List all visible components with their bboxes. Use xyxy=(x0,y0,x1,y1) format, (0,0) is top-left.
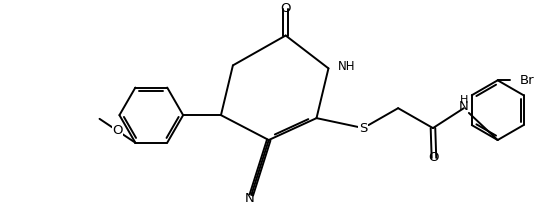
Text: O: O xyxy=(112,124,123,137)
Text: S: S xyxy=(359,122,368,135)
Text: N: N xyxy=(459,100,468,113)
Text: N: N xyxy=(245,192,255,205)
Text: O: O xyxy=(280,2,291,15)
Text: Br: Br xyxy=(519,74,534,87)
Text: H: H xyxy=(460,95,468,105)
Text: O: O xyxy=(429,152,439,164)
Text: NH: NH xyxy=(338,60,355,73)
